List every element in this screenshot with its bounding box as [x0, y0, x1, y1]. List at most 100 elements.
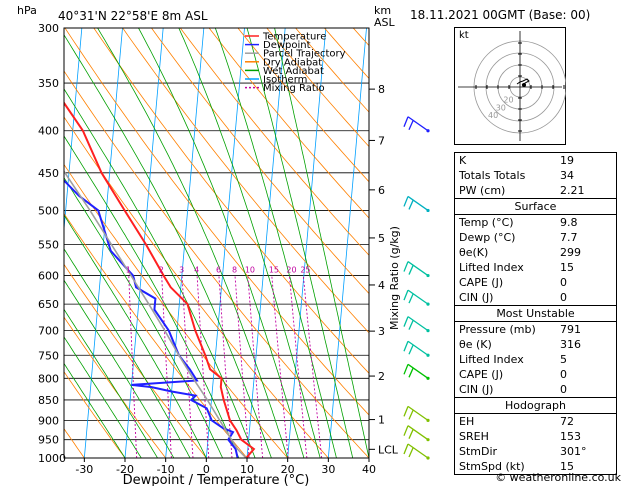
legend-label: Isotherm: [263, 75, 307, 86]
pressure-tick-label: 600: [38, 270, 59, 283]
x-tick-label: 20: [281, 463, 295, 476]
row-value: 9.8: [560, 216, 578, 229]
dry-adiabat-line: [64, 28, 369, 416]
hodograph-trace: [516, 78, 530, 86]
wind-barb-point: [426, 418, 430, 422]
table-row: StmDir 301°: [455, 444, 616, 459]
mixing-ratio-label: 20: [286, 266, 296, 275]
surface-table: Surface Temp (°C) 9.8 Dewp (°C) 7.7 θe(K) 299 L…: [454, 199, 617, 306]
wet-adiabat-line: [64, 336, 142, 458]
isotherm-line: [327, 28, 367, 458]
km-tick-label: 7: [378, 134, 385, 147]
x-tick-label: -10: [157, 463, 175, 476]
x-tick-label: -20: [116, 463, 134, 476]
row-label: EH: [459, 415, 475, 428]
dry-adiabat-line: [64, 371, 126, 458]
table-row: Temp (°C) 9.8: [455, 215, 616, 230]
x-tick-label: -30: [75, 463, 93, 476]
mixing-ratio-line: [302, 275, 323, 458]
row-label: θe(K): [459, 246, 489, 259]
curve-parcel-trajectory: [64, 169, 247, 458]
mixing-ratio-line: [288, 275, 308, 458]
wind-barbs: [403, 116, 430, 460]
row-label: CAPE (J): [459, 368, 504, 381]
wind-barb-flag: [403, 406, 409, 417]
x-tick-label: 0: [203, 463, 210, 476]
dry-adiabat-line: [237, 28, 369, 183]
mixing-ratio-label: 2: [159, 266, 164, 275]
row-value: 0: [560, 276, 567, 289]
row-value: 316: [560, 338, 581, 351]
table-row: Lifted Index 15: [455, 260, 616, 275]
wet-adiabat-line: [246, 28, 354, 458]
hodograph-unit: kt: [459, 30, 469, 41]
row-label: StmDir: [459, 445, 498, 458]
mixing-ratio-label: 25: [300, 266, 310, 275]
dry-adiabat-line: [64, 263, 207, 458]
km-tick-label: 1: [378, 414, 385, 427]
km-tick-label: 8: [378, 83, 385, 96]
wet-adiabat-line: [97, 28, 289, 458]
km-tick-label: 4: [378, 279, 385, 292]
pressure-tick-label: 400: [38, 125, 59, 138]
wind-barb-point: [426, 376, 430, 380]
x-tick-label: 10: [240, 463, 254, 476]
wind-barb-point: [426, 273, 430, 278]
table-row: CIN (J) 0: [455, 382, 616, 397]
isotherm-line: [83, 28, 123, 458]
wind-barb-point: [426, 302, 430, 306]
chart-title: 40°31'N 22°58'E 8m ASL: [58, 9, 208, 23]
table-row: Pressure (mb) 791: [455, 322, 616, 337]
wind-barb-flag: [403, 425, 409, 436]
mixing-ratio-line: [181, 275, 194, 458]
dry-adiabat-line: [151, 28, 369, 295]
wet-adiabat-line: [64, 135, 240, 458]
row-value: 153: [560, 430, 581, 443]
wind-barb-flag: [403, 196, 409, 207]
row-value: 2.21: [560, 184, 585, 197]
indices-panel: K 19 Totals Totals 34 PW (cm) 2.21 Surface Tem…: [454, 152, 617, 475]
row-label: PW (cm): [459, 184, 506, 197]
row-label: K: [459, 154, 467, 167]
table-row: StmSpd (kt) 15: [455, 459, 616, 474]
km-tick-label: 3: [378, 325, 385, 338]
stability-indices: K 19 Totals Totals 34 PW (cm) 2.21: [454, 152, 617, 199]
wind-barb-flag: [408, 344, 414, 355]
wind-barb-flag: [408, 200, 414, 210]
mixing-ratio-label: 3: [179, 266, 184, 275]
table-row: K 19: [455, 153, 616, 168]
row-value: 15: [560, 460, 574, 473]
wind-barb-flag: [408, 320, 414, 330]
row-value: 301°: [560, 445, 587, 458]
wind-barb-flag: [408, 429, 414, 439]
table-row: PW (cm) 2.21: [455, 183, 616, 198]
legend-label: Wet Adiabat: [263, 66, 324, 77]
axes: 3003504004505005506006507007508008509009…: [38, 22, 399, 476]
wind-barb-flag: [403, 443, 409, 455]
dry-adiabat-line: [208, 28, 369, 219]
dry-adiabat-line: [64, 70, 369, 458]
row-label: CIN (J): [459, 383, 494, 396]
row-label: StmSpd (kt): [459, 460, 525, 473]
dry-adiabat-line: [64, 212, 248, 458]
wind-barb-flag: [408, 447, 414, 458]
km-tick-label: 2: [378, 370, 385, 383]
row-value: 15: [560, 261, 574, 274]
row-value: 5: [560, 353, 567, 366]
y-axis-label: hPa: [17, 4, 37, 17]
wind-barb-flag: [403, 261, 409, 272]
mixing-ratio-line: [218, 275, 233, 458]
km-tick-label: LCL: [378, 443, 399, 456]
wind-barb-staff: [407, 261, 429, 277]
curve-dewpoint: [64, 179, 239, 458]
wind-barb-flag: [403, 289, 409, 301]
curve-temperature: [64, 101, 256, 458]
wind-barb-staff: [407, 425, 429, 441]
table-row: CAPE (J) 0: [455, 275, 616, 290]
row-value: 7.7: [560, 231, 578, 244]
pressure-tick-label: 800: [38, 372, 59, 385]
background-lines: [64, 28, 369, 458]
isotherm-line: [165, 28, 205, 458]
wind-barb-flag: [408, 293, 414, 304]
